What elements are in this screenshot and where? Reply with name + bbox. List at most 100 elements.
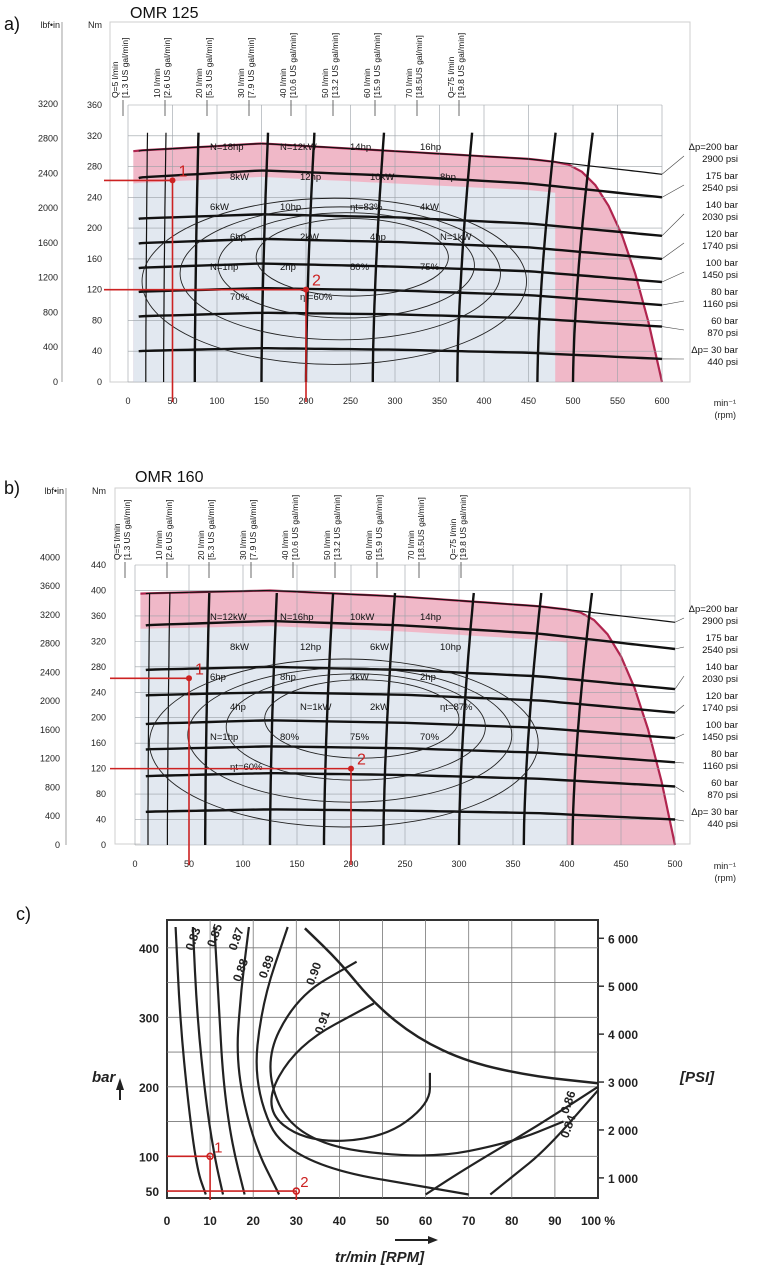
pressure-leader xyxy=(661,155,685,175)
y-tick-label: 0 xyxy=(97,377,102,387)
x-tick-label: 350 xyxy=(505,859,520,869)
flow-label-gal: [10.6 US gal/min] xyxy=(288,33,298,98)
curve-annotation: N=1hp xyxy=(210,262,238,273)
x-unit-rpm: (rpm) xyxy=(715,410,737,420)
pressure-label-psi: 1160 psi xyxy=(703,299,738,310)
flow-label-gal: [2.6 US gal/min] xyxy=(164,500,174,560)
pressure-label-bar: 120 bar xyxy=(706,691,738,702)
flow-curve xyxy=(571,592,594,846)
flow-label: 40 l/min xyxy=(280,530,290,560)
y-axis-arrow-icon xyxy=(116,1078,124,1090)
y2-tick-label: 3 000 xyxy=(608,1076,638,1090)
y-tick-label: 80 xyxy=(92,315,102,325)
y2-tick-label: 1200 xyxy=(38,273,58,283)
x-tick-label: 80 xyxy=(505,1214,519,1228)
flow-label: 20 l/min xyxy=(194,68,204,98)
pressure-label-psi: 440 psi xyxy=(707,819,738,830)
curve-annotation: 4hp xyxy=(230,702,246,713)
pressure-label-psi: 870 psi xyxy=(707,790,738,801)
x-tick-label: 100 xyxy=(209,396,224,406)
efficiency-contour xyxy=(187,667,513,803)
pressure-line xyxy=(145,745,676,764)
pressure-leader xyxy=(674,733,685,739)
y2-tick-label: 800 xyxy=(45,782,60,792)
y-tick-label: 50 xyxy=(146,1185,160,1199)
panel-label: c) xyxy=(16,904,31,924)
curve-annotation: 75% xyxy=(420,262,440,273)
flow-curve xyxy=(322,592,335,845)
x-tick-label: 350 xyxy=(432,396,447,406)
pressure-leader xyxy=(674,617,685,623)
pressure-label-psi: 1740 psi xyxy=(702,241,738,252)
pressure-leader xyxy=(661,213,685,237)
curve-annotation: 8hp xyxy=(280,672,296,683)
curve-annotation: 14hp xyxy=(420,612,441,623)
y-tick-label: 200 xyxy=(91,713,106,723)
pressure-label-bar: 120 bar xyxy=(706,229,738,240)
curve-annotation: 16hp xyxy=(420,142,441,153)
efficiency-contour xyxy=(236,926,281,1195)
flow-label-gal: [13.2 US gal/min] xyxy=(332,495,342,560)
x-unit: min⁻¹ xyxy=(714,398,736,408)
pressure-label-psi: 1450 psi xyxy=(702,270,738,281)
pressure-label-bar: 100 bar xyxy=(706,258,738,269)
pressure-label-psi: 2900 psi xyxy=(702,154,738,165)
flow-curve xyxy=(166,592,171,845)
y2-tick-label: 400 xyxy=(43,342,58,352)
y-tick-label: 160 xyxy=(91,738,106,748)
curve-annotation: 2kW xyxy=(300,232,319,243)
x-tick-label: 150 xyxy=(289,859,304,869)
contour-label: 0.88 xyxy=(230,957,251,984)
curve-annotation: N=16hp xyxy=(280,612,314,623)
curve-annotation: N=12kW xyxy=(210,612,247,623)
marker-point xyxy=(186,675,192,682)
flow-label-gal: [7.9 US gal/min] xyxy=(246,38,256,98)
pressure-leader xyxy=(661,326,685,331)
efficiency-contour xyxy=(269,960,564,1157)
y2-tick-label: 2400 xyxy=(38,168,58,178)
flow-curve xyxy=(456,132,474,383)
x-tick-label: 60 xyxy=(419,1214,433,1228)
pressure-line xyxy=(145,808,676,821)
y2-tick-label: 2000 xyxy=(40,696,60,706)
x-unit-rpm: (rpm) xyxy=(715,873,737,883)
curve-annotation: ηt=83% xyxy=(350,202,383,213)
pressure-label-bar: Δp= 30 bar xyxy=(691,807,738,818)
curve-annotation: 12hp xyxy=(300,642,321,653)
flow-label: Q=75 l/min xyxy=(446,56,456,98)
pressure-label-psi: 1160 psi xyxy=(703,761,738,772)
flow-label: 50 l/min xyxy=(320,68,330,98)
flow-label-gal: [5.3 US gal/min] xyxy=(206,500,216,560)
flow-curve xyxy=(268,592,278,845)
flow-label: 20 l/min xyxy=(196,530,206,560)
marker-point xyxy=(292,1187,301,1195)
chart-title: OMR 160 xyxy=(135,469,204,486)
pressure-line xyxy=(145,719,676,740)
x-tick-label: 90 xyxy=(548,1214,562,1228)
flow-label: Q=5 l/min xyxy=(112,523,122,560)
y2-tick-label: 1600 xyxy=(38,238,58,248)
flow-label-gal: [15.9 US gal/min] xyxy=(374,495,384,560)
y-tick-label: 240 xyxy=(87,192,102,202)
curve-annotation: 4kW xyxy=(420,202,439,213)
y-tick-label: 200 xyxy=(139,1081,159,1095)
contour-label: 0.86 xyxy=(557,1089,578,1116)
curve-annotation: ηt=87% xyxy=(440,702,473,713)
curve-annotation: 8hp xyxy=(440,172,456,183)
efficiency-contour xyxy=(191,926,225,1195)
y-tick-label: 40 xyxy=(96,815,106,825)
pressure-label-psi: 870 psi xyxy=(707,328,738,339)
pressure-leader xyxy=(661,184,685,198)
flow-curve xyxy=(571,132,594,383)
x-tick-label: 600 xyxy=(654,396,669,406)
efficiency-contour xyxy=(213,926,246,1195)
curve-annotation: 80% xyxy=(350,262,370,273)
pressure-leader xyxy=(674,675,685,690)
flow-curve xyxy=(260,132,270,382)
marker-point xyxy=(206,1152,214,1161)
curve-annotation: 10hp xyxy=(440,642,461,653)
y-tick-label: 300 xyxy=(139,1011,159,1025)
y2-tick-label: 6 000 xyxy=(608,932,638,946)
pressure-leader xyxy=(674,646,685,650)
